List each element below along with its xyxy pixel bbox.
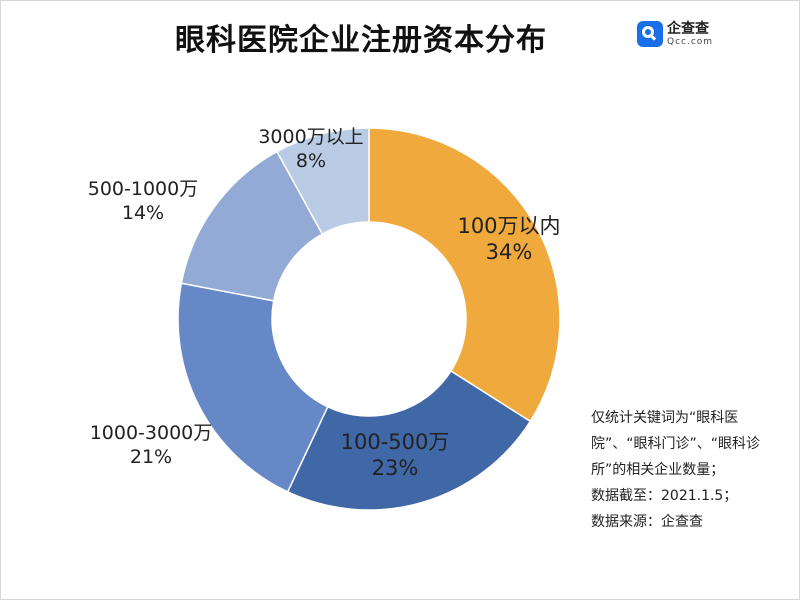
slice-category-label-4: 500-1000万 bbox=[88, 178, 198, 200]
logo-name-en: Qcc.com bbox=[667, 36, 714, 47]
slice-category-label-2: 100-500万 bbox=[341, 430, 450, 454]
donut-slice-3 bbox=[177, 282, 329, 493]
note-date: 数据截至：2021.1.5； bbox=[591, 488, 738, 504]
donut-slice-5 bbox=[275, 127, 370, 236]
qcc-logo-icon bbox=[637, 21, 663, 47]
slice-category-label-5: 3000万以上 bbox=[258, 126, 363, 148]
slice-value-label-4: 14% bbox=[122, 202, 164, 224]
note-scope: 仅统计关键词为“眼科医院”、“眼科门诊”、“眼科诊所”的相关企业数量； bbox=[591, 410, 761, 478]
logo-name-cn: 企查查 bbox=[667, 20, 709, 37]
slice-category-label-3: 1000-3000万 bbox=[90, 422, 213, 444]
slice-value-label-5: 8% bbox=[296, 150, 326, 172]
qcc-logo: 企查查 Qcc.com bbox=[637, 21, 713, 47]
slice-value-label-2: 23% bbox=[372, 456, 419, 480]
donut-slice-1 bbox=[368, 127, 561, 423]
slice-value-label-1: 34% bbox=[486, 240, 533, 264]
donut-slice-2 bbox=[286, 369, 532, 511]
chart-title: 眼科医院企业注册资本分布 bbox=[175, 23, 547, 58]
note-source: 数据来源：企查查 bbox=[591, 514, 703, 530]
slice-category-label-1: 100万以内 bbox=[457, 214, 560, 238]
source-notes: 仅统计关键词为“眼科医院”、“眼科门诊”、“眼科诊所”的相关企业数量； 数据截至… bbox=[591, 405, 776, 535]
slice-value-label-3: 21% bbox=[130, 446, 172, 468]
